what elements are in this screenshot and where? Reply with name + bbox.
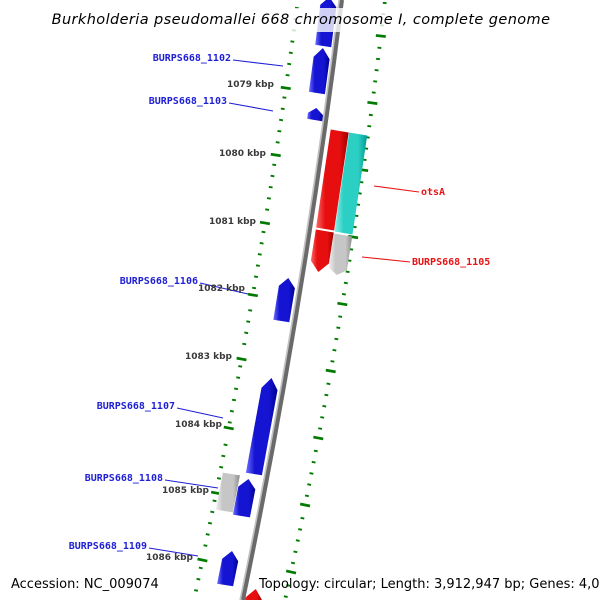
gene-label-BURPS668_1108: BURPS668_1108 <box>84 472 163 484</box>
ruler-label-1084: 1084 kbp <box>174 420 222 430</box>
gene-label-BURPS668_1105: BURPS668_1105 <box>412 257 491 268</box>
feature-gene-downstream <box>244 589 262 600</box>
title-overlay: Burkholderia pseudomallei 668 chromosome… <box>52 8 550 32</box>
feature-BURPS668_1102 <box>308 48 330 95</box>
feature-BURPS668_1103 <box>307 108 323 122</box>
accession-text: Accession: NC_009074 <box>11 577 159 592</box>
page-title: Burkholderia pseudomallei 668 chromosome… <box>51 12 551 28</box>
ruler-label-1086: 1086 kbp <box>145 553 193 563</box>
gene-label-BURPS668_1102: BURPS668_1102 <box>152 53 231 64</box>
feature-otsA-highlight <box>334 132 368 235</box>
gene-label-BURPS668_1109: BURPS668_1109 <box>68 541 147 552</box>
ruler-label-1085: 1085 kbp <box>161 486 209 496</box>
feature-BURPS668_1106 <box>273 278 295 323</box>
ruler-label-1083: 1083 kbp <box>184 352 232 362</box>
ruler-label-1082: 1082 kbp <box>197 284 245 294</box>
feature-BURPS668_1108 <box>232 479 256 518</box>
ruler-label-1080: 1080 kbp <box>218 148 266 159</box>
gene-label-BURPS668_1107: BURPS668_1107 <box>96 401 175 412</box>
gene-label-otsA: otsA <box>421 186 446 198</box>
feature-otsA <box>316 129 349 231</box>
gene-label-BURPS668_1106: BURPS668_1106 <box>119 276 198 287</box>
ruler-label-1079: 1079 kbp <box>226 79 274 90</box>
gene-label-BURPS668_1103: BURPS668_1103 <box>148 96 227 107</box>
ruler-label-1081: 1081 kbp <box>208 216 256 227</box>
feature-BURPS668_1108-outer <box>215 472 240 513</box>
feature-BURPS668_1107 <box>245 378 278 476</box>
feature-BURPS668_1105-highlight <box>328 233 353 275</box>
topology-text: Topology: circular; Length: 3,912,947 bp… <box>259 577 600 592</box>
feature-BURPS668_1105 <box>310 229 334 272</box>
feature-BURPS668_1109 <box>217 551 239 587</box>
